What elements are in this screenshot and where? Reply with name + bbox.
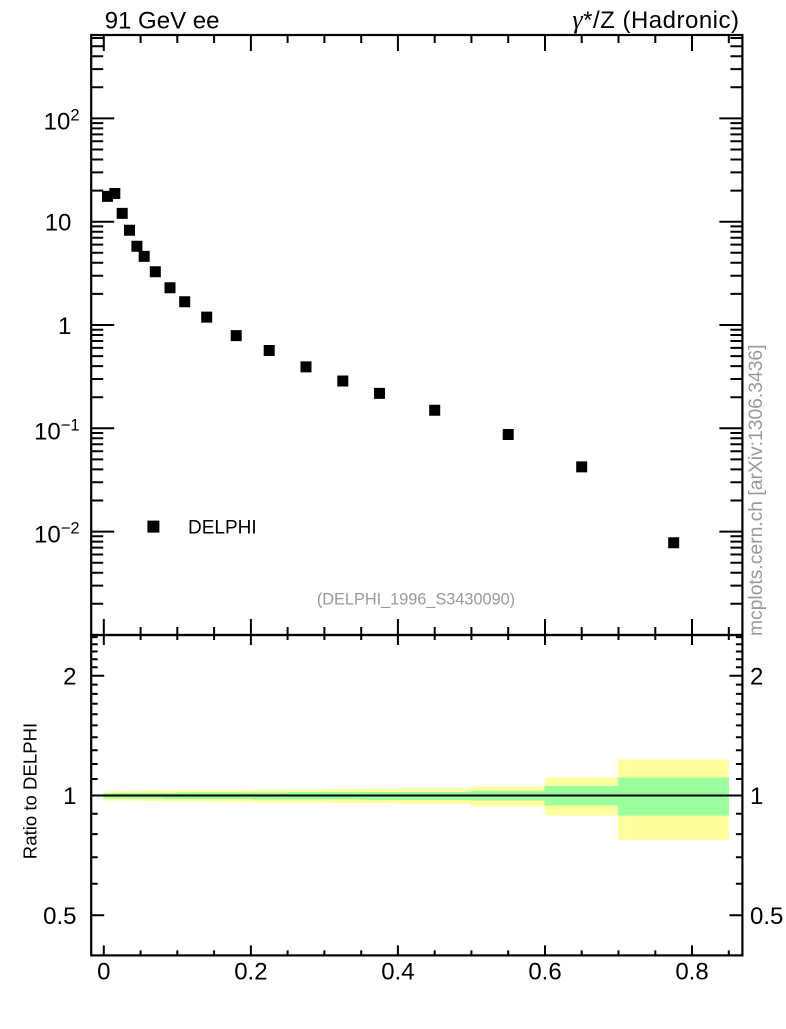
svg-text:1: 1	[750, 783, 763, 810]
svg-text:10: 10	[45, 209, 72, 236]
svg-text:(DELPHI_1996_S3430090): (DELPHI_1996_S3430090)	[317, 591, 515, 609]
svg-text:γ*/Z (Hadronic): γ*/Z (Hadronic)	[572, 5, 739, 34]
svg-text:2: 2	[750, 663, 763, 690]
svg-text:Ratio to DELPHI: Ratio to DELPHI	[20, 723, 41, 859]
svg-text:DELPHI: DELPHI	[188, 518, 257, 539]
svg-text:0.4: 0.4	[381, 959, 414, 986]
svg-text:1: 1	[58, 313, 71, 340]
svg-text:0.2: 0.2	[234, 959, 267, 986]
svg-text:mcplots.cern.ch [arXiv:1306.34: mcplots.cern.ch [arXiv:1306.3436]	[746, 344, 767, 636]
svg-text:1: 1	[63, 783, 76, 810]
svg-text:0.8: 0.8	[675, 959, 708, 986]
svg-text:91 GeV ee: 91 GeV ee	[105, 8, 220, 35]
svg-text:0: 0	[97, 959, 110, 986]
svg-text:2: 2	[63, 663, 76, 690]
svg-text:0.5: 0.5	[43, 903, 76, 930]
svg-text:0.5: 0.5	[750, 903, 783, 930]
svg-text:0.6: 0.6	[528, 959, 561, 986]
